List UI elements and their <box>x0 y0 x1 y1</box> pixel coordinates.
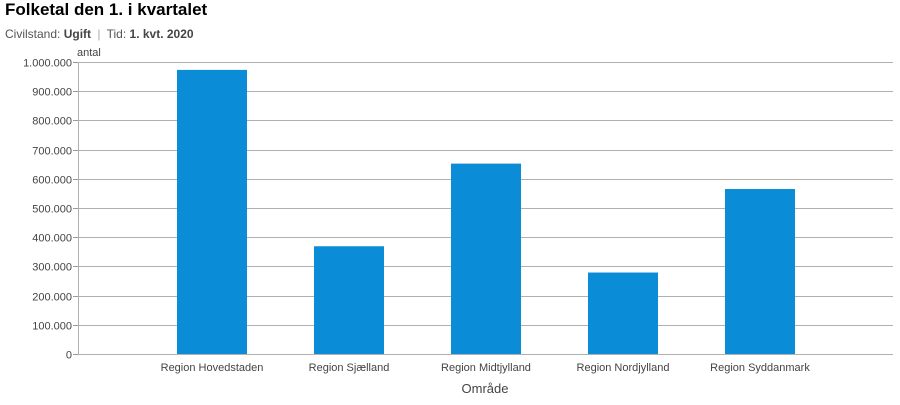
chart-title: Folketal den 1. i kvartalet <box>5 0 208 19</box>
y-tick-label: 600.000 <box>32 175 72 187</box>
filter-tid-value: 1. kvt. 2020 <box>129 27 194 41</box>
y-tick-label: 800.000 <box>32 116 72 128</box>
x-tick-label: Region Sjælland <box>309 362 390 374</box>
bar[interactable] <box>314 246 384 354</box>
filter-separator: | <box>97 27 101 41</box>
bar[interactable] <box>451 163 521 354</box>
x-axis-label: Område <box>462 381 509 396</box>
y-tick-label: 200.000 <box>32 292 72 304</box>
filter-civilstand-value: Ugift <box>63 27 92 41</box>
x-tick-label: Region Syddanmark <box>710 362 810 374</box>
y-tick-label: 300.000 <box>32 262 72 274</box>
filter-civilstand-label: Civilstand: <box>5 27 61 41</box>
chart-subtitle: Civilstand: Ugift | Tid: 1. kvt. 2020 <box>5 27 194 41</box>
x-tick-label: Region Nordjylland <box>577 362 670 374</box>
x-tick-label: Region Midtjylland <box>441 362 531 374</box>
bar[interactable] <box>725 189 795 354</box>
y-tick-label: 400.000 <box>32 233 72 245</box>
x-tick-label: Region Hovedstaden <box>161 362 264 374</box>
filter-tid-label: Tid: <box>106 27 127 41</box>
axis-layer: 0 100.000 200.000 300.000 400.000 500.000 600.… <box>23 58 810 375</box>
y-tick-label: 0 <box>66 350 72 362</box>
y-tick-label: 500.000 <box>32 204 72 216</box>
bar[interactable] <box>177 69 247 354</box>
y-tick-label: 700.000 <box>32 146 72 158</box>
y-tick-label: 1.000.000 <box>23 58 72 70</box>
y-tick-label: 100.000 <box>32 321 72 333</box>
bar[interactable] <box>588 272 658 354</box>
y-tick-label: 900.000 <box>32 87 72 99</box>
bar-layer <box>177 69 795 354</box>
y-axis-label: antal <box>77 47 101 59</box>
